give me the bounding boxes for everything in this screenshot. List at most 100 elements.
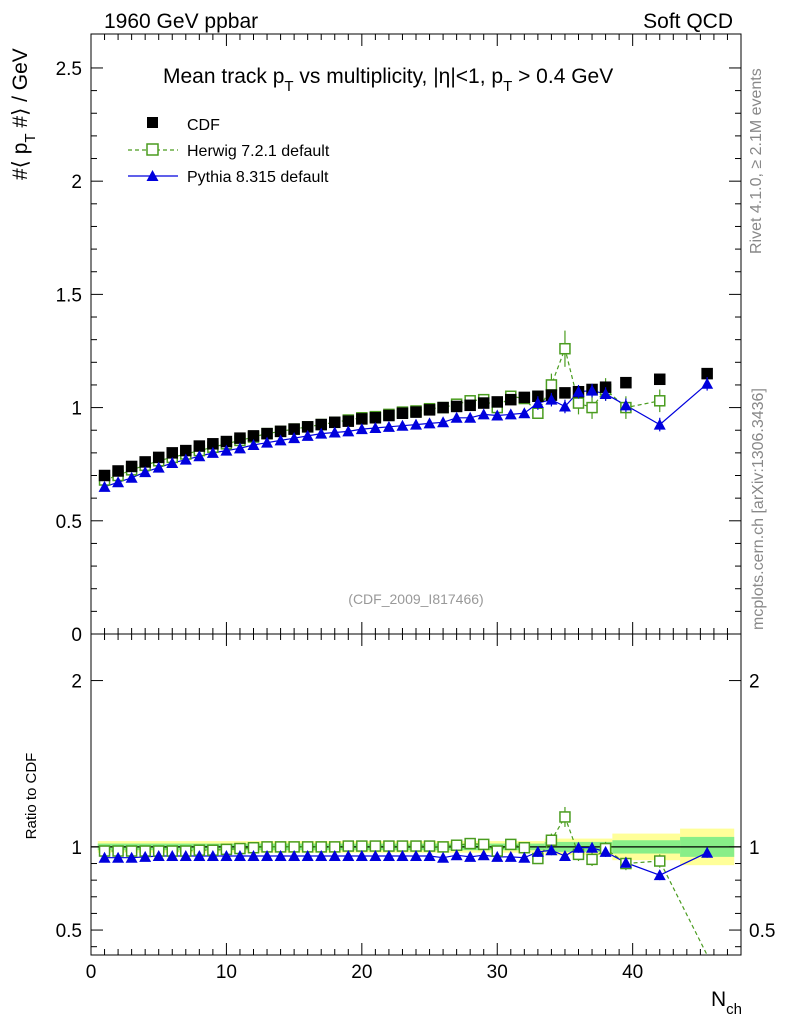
legend-label-pythia: Pythia 8.315 default	[187, 169, 329, 186]
legend-label-cdf: CDF	[187, 117, 220, 134]
cdf-point	[620, 376, 632, 389]
pythia-point	[531, 397, 544, 409]
herwig-ratio-point	[450, 839, 463, 851]
pythia-point	[558, 400, 571, 412]
herwig-ratio-line	[104, 815, 708, 956]
herwig-point	[654, 395, 666, 407]
pythia-point	[206, 446, 219, 458]
cdf-point	[477, 397, 490, 409]
ratio-y-tick-label-right: 2	[749, 672, 760, 693]
pythia-ratio-point	[701, 846, 714, 858]
axis-ticks: 0 10 20 30 400.511.522.500.5 0.51 12 2	[56, 34, 775, 983]
pythia-point	[437, 416, 450, 428]
herwig-point	[559, 342, 571, 355]
herwig-ratio-point	[518, 841, 531, 854]
pythia-point	[545, 393, 558, 405]
cdf-point	[491, 396, 503, 408]
cdf-point	[125, 460, 138, 473]
pythia-point	[504, 408, 517, 420]
x-tick-label: 20	[351, 962, 372, 983]
y-tick-label: 2	[71, 172, 82, 193]
pythia-ratio-point	[369, 850, 382, 862]
pythia-point	[193, 450, 206, 462]
pythia-ratio-point	[112, 851, 125, 863]
pythia-ratio-point	[125, 851, 138, 863]
category-label: Soft QCD	[643, 10, 733, 33]
pythia-point	[166, 457, 179, 469]
pythia-point	[233, 442, 246, 454]
pythia-point	[179, 453, 192, 465]
y-tick-label: 1.5	[56, 285, 82, 306]
data-series	[98, 330, 714, 956]
pythia-ratio-point	[619, 856, 632, 868]
cdf-point	[464, 399, 476, 412]
x-axis-label: Nch	[711, 988, 742, 1018]
pythia-point	[423, 417, 436, 429]
ratio-y-tick-label: 1	[71, 838, 82, 859]
pythia-ratio-point	[558, 850, 571, 862]
pythia-point	[342, 425, 355, 437]
ratio-y-tick-label: 2	[71, 672, 82, 693]
pythia-point	[152, 461, 165, 473]
y-tick-label: 1	[71, 399, 82, 420]
pythia-point	[464, 411, 477, 423]
chart-title: Mean track pT vs multiplicity, |η|<1, pT…	[163, 65, 613, 95]
pythia-ratio-point	[288, 850, 301, 862]
legend-marker-herwig	[146, 143, 159, 156]
pythia-point	[125, 471, 138, 483]
cdf-point	[193, 440, 206, 452]
pythia-point	[288, 432, 301, 444]
pythia-point	[98, 480, 111, 492]
herwig-ratio-point	[586, 853, 598, 866]
ratio-y-tick-label-right: 0.5	[749, 921, 775, 942]
cdf-point	[559, 387, 571, 399]
x-tick-label: 30	[487, 962, 508, 983]
mcplots-credit-label: mcplots.cern.ch [arXiv:1306.3436]	[750, 388, 767, 630]
cdf-point	[423, 404, 436, 416]
pythia-ratio-point	[233, 850, 246, 862]
cdf-point	[369, 412, 382, 424]
pythia-point	[653, 418, 666, 430]
pythia-point	[396, 419, 409, 431]
pythia-point	[315, 427, 328, 439]
pythia-ratio-point	[342, 850, 355, 862]
pythia-point	[261, 436, 274, 448]
y-tick-label: 2.5	[56, 59, 82, 80]
pythia-ratio-point	[220, 850, 233, 862]
herwig-ratio-point	[369, 840, 382, 852]
pythia-point	[572, 385, 585, 397]
cdf-point	[410, 406, 422, 418]
herwig-ratio-point	[437, 841, 449, 853]
pythia-ratio-point	[98, 851, 111, 863]
legend-label-herwig: Herwig 7.2.1 default	[187, 143, 330, 160]
x-tick-label: 10	[216, 962, 237, 983]
pythia-ratio-point	[545, 844, 558, 856]
pythia-point	[477, 408, 490, 420]
herwig-point	[572, 397, 585, 409]
legend: CDF Herwig 7.2.1 default Pythia 8.315 de…	[128, 117, 330, 186]
pythia-point	[220, 444, 233, 456]
y-tick-label-zero: 0	[71, 625, 82, 646]
pythia-point	[410, 418, 422, 430]
energy-label: 1960 GeV ppbar	[104, 10, 258, 33]
herwig-point	[586, 401, 598, 414]
herwig-ratio-point	[396, 840, 409, 852]
herwig-ratio-point	[410, 840, 422, 852]
pythia-point	[518, 407, 531, 419]
herwig-ratio-point	[654, 855, 666, 867]
herwig-ratio-point	[356, 840, 368, 852]
cdf-point	[152, 451, 165, 464]
pythia-point	[619, 399, 632, 411]
pythia-point	[274, 434, 287, 446]
cdf-point	[112, 465, 124, 477]
pythia-ratio-point	[464, 850, 477, 862]
herwig-ratio-point	[559, 811, 571, 823]
pythia-point	[450, 411, 463, 423]
cdf-point	[139, 456, 151, 468]
analysis-id: (CDF_2009_I817466)	[348, 591, 483, 607]
cdf-point	[166, 447, 178, 459]
pythia-point	[301, 429, 314, 441]
y-tick-label: 0.5	[56, 512, 82, 533]
pythia-ratio-point	[410, 850, 422, 862]
pythia-ratio-point	[477, 849, 490, 861]
